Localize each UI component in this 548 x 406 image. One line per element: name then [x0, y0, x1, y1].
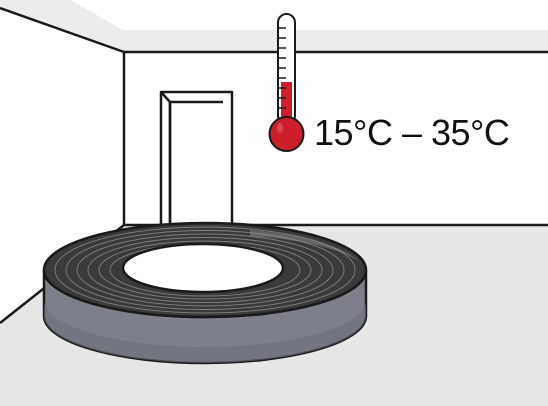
tape-roll-icon — [42, 221, 368, 365]
doorway — [159, 90, 234, 225]
back-wall — [124, 52, 548, 225]
thermometer-icon — [268, 13, 305, 152]
temperature-range-label: 15°C – 35°C — [314, 112, 510, 153]
ceiling-band — [0, 0, 548, 52]
